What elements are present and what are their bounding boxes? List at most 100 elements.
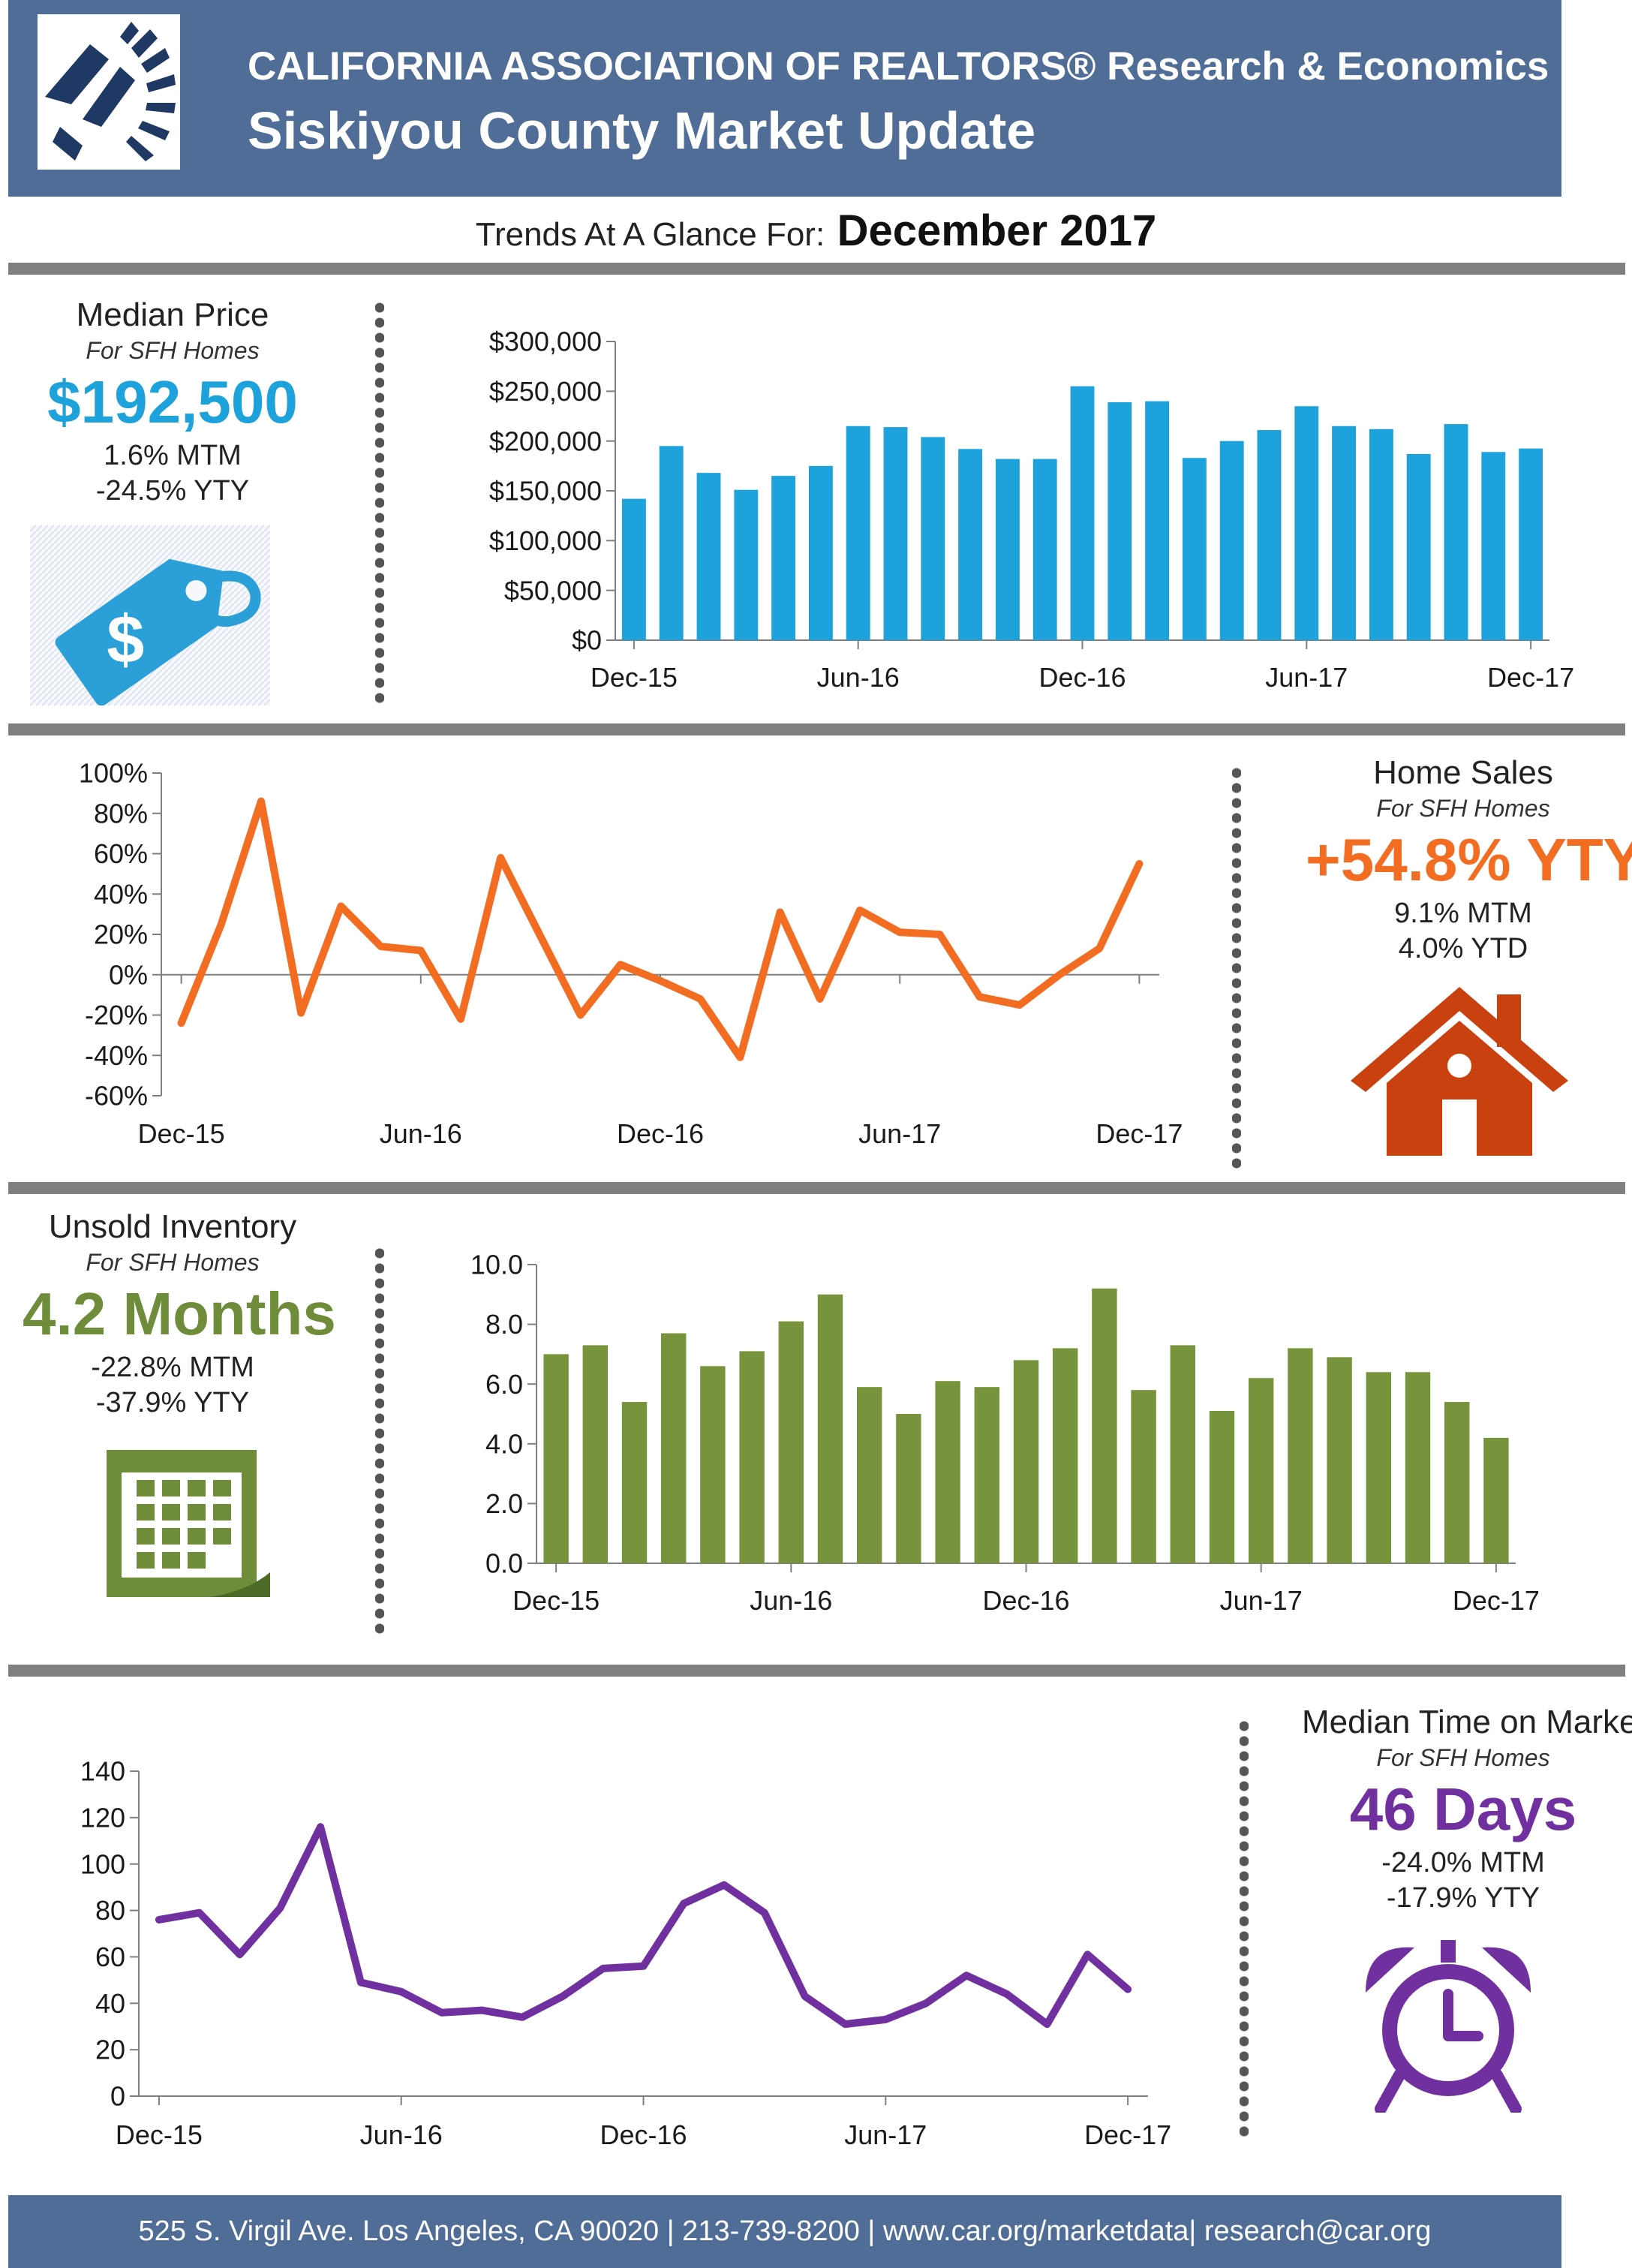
y-tick-label: $200,000 [489,426,602,456]
bar [1170,1345,1196,1563]
x-tick-label: Jun-16 [817,662,900,693]
bar [1131,1390,1156,1563]
bar [1332,426,1357,640]
section-divider [8,1182,1625,1194]
home-sales-mtm: 9.1% MTM [1394,898,1532,929]
bar [734,489,759,640]
bar [1294,406,1319,640]
page-title: Siskiyou County Market Update [248,101,1036,160]
bar [659,446,684,640]
dotted-separator [1240,1719,1249,2139]
y-tick-label: $150,000 [489,476,602,507]
bar [696,473,721,640]
median-price-chart: $0 $50,000 $100,000 $150,000 $200,000 $250,00… [450,319,1583,709]
bar [739,1351,765,1563]
trends-heading: Trends At A Glance For: December 2017 [0,197,1632,266]
bar [621,498,646,640]
y-tick-label: $0 [572,625,602,656]
time-on-market-mtm: -24.0% MTM [1381,1847,1545,1878]
bar [1444,1402,1470,1563]
bar [1182,458,1207,640]
time-on-market-chart: 0 20 40 60 80 100 120 140 Dec-15 Jun-16 Dec-16 Jun-… [30,1745,1201,2165]
inventory-value: 4.2 Months [23,1280,336,1347]
bar [543,1354,569,1563]
y-tick-label: 10.0 [470,1250,523,1280]
median-price-panel: Median Price For SFH Homes $192,500 1.6%… [23,296,323,507]
bar [1405,1372,1431,1563]
time-on-market-subtitle: For SFH Homes [1376,1744,1550,1771]
y-tick-label: 80 [95,1895,125,1926]
x-tick-label: Jun-17 [844,2119,927,2150]
footer-contact: 525 S. Virgil Ave. Los Angeles, CA 90020… [8,2195,1561,2268]
inventory-chart: 0.0 2.0 4.0 6.0 8.0 10.0 Dec-15 Jun-16 Dec-16 Jun… [450,1242,1583,1632]
bar [1219,441,1244,640]
x-tick-label: Dec-15 [512,1585,600,1616]
bar [1092,1288,1117,1563]
bar [1257,430,1282,640]
y-tick-label: 2.0 [485,1488,523,1519]
time-on-market-panel: Median Time on Market For SFH Homes 46 D… [1302,1704,1632,1915]
dotted-separator [1232,766,1241,1171]
bar [846,426,870,640]
trends-label: Trends At A Glance For: [475,216,825,253]
bar [1209,1411,1235,1563]
inventory-subtitle: For SFH Homes [86,1249,260,1276]
bar [1369,429,1393,640]
x-tick-label: Dec-15 [138,1118,225,1149]
y-tick-label: 6.0 [485,1369,523,1400]
y-tick-label: 4.0 [485,1428,523,1459]
org-name: CALIFORNIA ASSOCIATION OF REALTORS® Rese… [248,44,1549,89]
section-divider [8,263,1625,275]
home-sales-subtitle: For SFH Homes [1376,795,1550,822]
section-divider [8,723,1625,735]
inventory-mtm: -22.8% MTM [91,1352,254,1383]
bar [1483,1437,1509,1563]
y-tick-label: -60% [85,1081,148,1111]
x-tick-label: Dec-15 [591,662,678,693]
time-on-market-yty: -17.9% YTY [1386,1882,1540,1914]
bar [974,1387,1000,1563]
bar [1288,1348,1313,1563]
bar [1108,402,1132,640]
bar [856,1387,882,1563]
time-on-market-value: 46 Days [1349,1776,1577,1842]
y-tick-label: 20% [94,919,148,950]
bar [1145,401,1170,640]
x-tick-label: Jun-17 [858,1118,941,1149]
y-tick-label: 0% [109,959,148,990]
header-banner [8,0,1561,197]
median-price-title: Median Price [76,296,269,333]
bar [958,449,983,640]
y-tick-label: $100,000 [489,525,602,556]
y-tick-label: $50,000 [504,575,602,606]
bar [660,1333,687,1563]
x-tick-label: Dec-17 [1084,2119,1171,2150]
y-tick-label: -20% [85,1000,148,1030]
car-logo [38,14,180,170]
price-tag-icon: $ [30,525,270,706]
bar [1327,1357,1352,1563]
y-tick-label: 8.0 [485,1309,523,1340]
x-tick-label: Dec-16 [600,2119,687,2150]
x-tick-label: Dec-16 [1038,662,1126,693]
bar [883,427,908,640]
alarm-clock-icon [1358,1940,1538,2115]
median-price-value: $192,500 [47,368,298,435]
car-logo-icon [45,22,176,161]
x-tick-label: Dec-16 [617,1118,704,1149]
home-sales-ytd: 4.0% YTD [1398,933,1528,964]
home-sales-chart: -60% -40% -20% 0% 20% 40% 60% 80% 100% Dec-15 Jun-… [30,754,1201,1160]
series-line [177,797,1144,1061]
svg-text:$: $ [107,603,144,678]
bar [817,1294,843,1563]
bar [1444,424,1468,640]
bar [1013,1360,1039,1563]
y-tick-label: $250,000 [489,376,602,407]
y-tick-label: 0.0 [485,1548,523,1579]
bar [771,476,796,640]
y-tick-label: 80% [94,798,148,829]
bar [700,1366,726,1563]
x-tick-label: Jun-17 [1220,1585,1303,1616]
y-tick-label: 40% [94,879,148,910]
y-tick-label: 100% [79,758,148,789]
